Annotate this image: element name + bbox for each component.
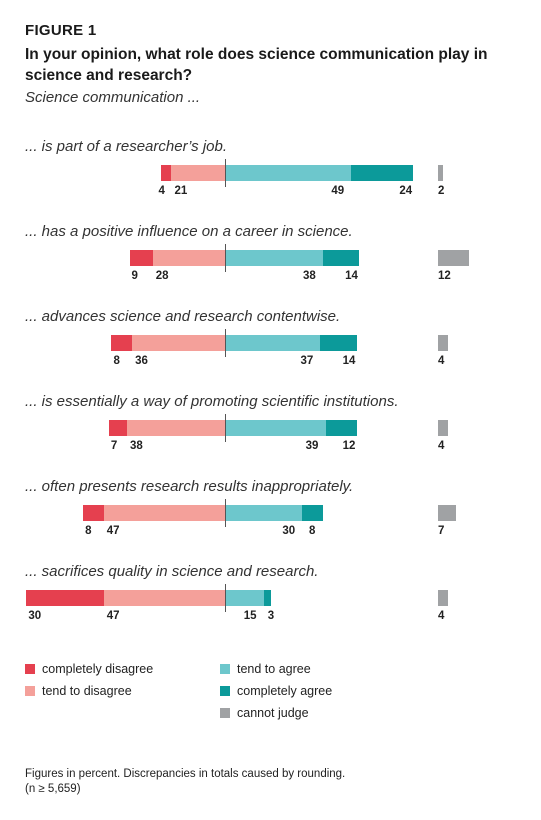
bar-completely-agree <box>351 165 414 181</box>
value-label-completely-agree: 12 <box>342 440 356 452</box>
zero-axis-line <box>225 159 226 187</box>
bar-tend-to-disagree <box>152 250 225 266</box>
bar-tend-to-disagree <box>103 590 225 606</box>
bar-completely-agree <box>323 250 360 266</box>
bar-cannot-judge <box>438 420 449 436</box>
value-label-cannot-judge: 2 <box>438 185 445 197</box>
legend-swatch-tend-to-agree <box>220 664 230 674</box>
figure-label: FIGURE 1 <box>25 22 97 39</box>
bar-tend-to-disagree <box>103 505 225 521</box>
value-label-completely-disagree: 7 <box>110 440 118 452</box>
legend-label: cannot judge <box>237 706 309 720</box>
bar-completely-agree <box>263 590 272 606</box>
bar-completely-disagree <box>108 420 127 436</box>
value-label-tend-to-agree: 38 <box>303 270 316 282</box>
value-label-completely-disagree: 8 <box>113 355 120 367</box>
value-label-cannot-judge: 4 <box>438 440 445 452</box>
value-label-completely-agree: 3 <box>267 610 275 622</box>
value-label-completely-disagree: 9 <box>131 270 138 282</box>
legend-swatch-completely-disagree <box>25 664 35 674</box>
zero-axis-line <box>225 414 226 442</box>
value-label-cannot-judge: 4 <box>438 610 445 622</box>
value-label-tend-to-disagree: 21 <box>174 185 188 197</box>
zero-axis-line <box>225 584 226 612</box>
chart-subtitle: Science communication ... <box>25 89 201 106</box>
bar-tend-to-agree <box>225 590 264 606</box>
legend-label: completely agree <box>237 684 333 698</box>
chart-title: In your opinion, what role does science … <box>25 46 488 84</box>
legend-label: tend to agree <box>237 662 311 676</box>
zero-axis-line <box>225 244 226 272</box>
question-label: ... is part of a researcher’s job. <box>25 138 228 155</box>
value-label-tend-to-disagree: 36 <box>135 355 148 367</box>
value-label-tend-to-agree: 15 <box>243 610 257 622</box>
value-label-completely-agree: 14 <box>342 355 356 367</box>
value-label-completely-agree: 8 <box>309 525 316 537</box>
question-label: ... often presents research results inap… <box>25 478 354 495</box>
bar-completely-disagree <box>111 335 133 351</box>
question-label: ... has a positive influence on a career… <box>25 223 353 240</box>
bar-completely-disagree <box>129 250 153 266</box>
bar-tend-to-agree <box>225 250 324 266</box>
bar-tend-to-disagree <box>126 420 225 436</box>
legend-swatch-completely-agree <box>220 686 230 696</box>
bar-tend-to-agree <box>225 165 352 181</box>
value-label-cannot-judge: 12 <box>438 270 451 282</box>
bar-tend-to-agree <box>225 505 303 521</box>
bar-cannot-judge <box>438 165 444 181</box>
bar-cannot-judge <box>438 505 457 521</box>
value-label-tend-to-disagree: 47 <box>106 610 120 622</box>
zero-axis-line <box>225 329 226 357</box>
bar-completely-agree <box>325 420 357 436</box>
value-label-tend-to-disagree: 47 <box>106 525 120 537</box>
legend-label: tend to disagree <box>42 684 132 698</box>
value-label-tend-to-agree: 37 <box>300 355 314 367</box>
bar-tend-to-agree <box>225 420 326 436</box>
bar-cannot-judge <box>438 335 449 351</box>
bar-tend-to-disagree <box>132 335 225 351</box>
footnote: Figures in percent. Discrepancies in tot… <box>25 767 345 797</box>
value-label-cannot-judge: 7 <box>438 525 445 537</box>
bar-completely-agree <box>320 335 357 351</box>
question-label: ... advances science and research conten… <box>25 308 341 325</box>
legend-swatch-tend-to-disagree <box>25 686 35 696</box>
value-label-cannot-judge: 4 <box>438 355 445 367</box>
bar-completely-disagree <box>83 505 104 521</box>
question-label: ... is essentially a way of promoting sc… <box>25 393 399 410</box>
bar-cannot-judge <box>438 250 469 266</box>
legend-swatch-cannot-judge <box>220 708 230 718</box>
value-label-completely-disagree: 8 <box>85 525 92 537</box>
legend-label: completely disagree <box>42 662 154 676</box>
bar-completely-disagree <box>160 165 171 181</box>
value-label-completely-agree: 24 <box>399 185 413 197</box>
question-label: ... sacrifices quality in science and re… <box>25 563 319 580</box>
value-label-tend-to-agree: 30 <box>282 525 296 537</box>
value-label-tend-to-disagree: 38 <box>129 440 143 452</box>
bar-completely-disagree <box>26 590 104 606</box>
value-label-completely-disagree: 30 <box>28 610 42 622</box>
value-label-tend-to-disagree: 28 <box>155 270 169 282</box>
value-label-tend-to-agree: 39 <box>305 440 319 452</box>
footnote-line-1: Figures in percent. Discrepancies in tot… <box>25 768 346 780</box>
value-label-tend-to-agree: 49 <box>331 185 345 197</box>
bar-completely-agree <box>302 505 324 521</box>
footnote-line-2: (n ≥ 5,659) <box>25 783 81 795</box>
bar-tend-to-agree <box>225 335 321 351</box>
value-label-completely-disagree: 4 <box>158 185 165 197</box>
bar-cannot-judge <box>438 590 449 606</box>
bar-tend-to-disagree <box>170 165 225 181</box>
zero-axis-line <box>225 499 226 527</box>
value-label-completely-agree: 14 <box>345 270 358 282</box>
